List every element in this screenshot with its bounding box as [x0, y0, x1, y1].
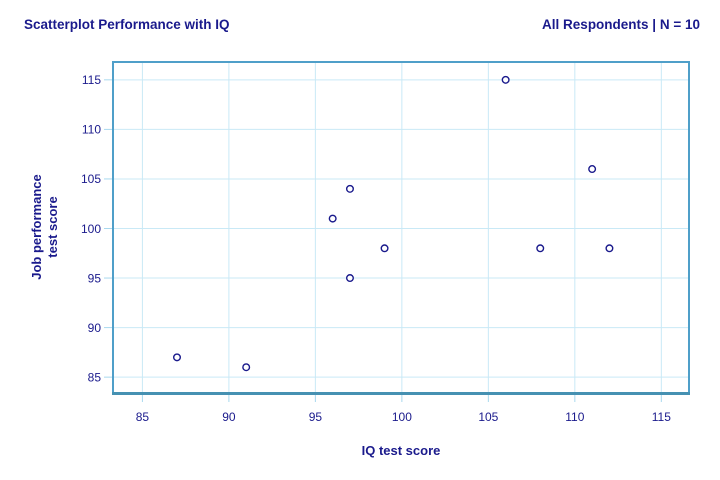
data-point [536, 244, 545, 253]
x-axis-label: IQ test score [361, 443, 441, 458]
data-point [380, 244, 389, 253]
data-point [345, 184, 354, 193]
data-point [588, 165, 597, 174]
y-axis-label: Job performance test score [29, 145, 61, 309]
x-tick-label: 95 [309, 410, 323, 424]
x-tick-label: 105 [478, 410, 498, 424]
y-axis-label-line1: Job performance [29, 174, 44, 280]
y-tick-label: 105 [81, 172, 101, 186]
x-tick-label: 110 [565, 410, 584, 424]
data-point [172, 353, 181, 362]
plot-frame [112, 61, 690, 394]
x-tick-label: 85 [136, 410, 150, 424]
x-tick-label: 115 [652, 410, 671, 424]
data-point [345, 274, 354, 283]
data-point [605, 244, 614, 253]
data-point [328, 214, 337, 223]
y-tick-label: 85 [88, 370, 102, 384]
chart-annotation: All Respondents | N = 10 [542, 17, 700, 32]
y-tick-label: 115 [82, 73, 101, 87]
chart-title: Scatterplot Performance with IQ [24, 17, 230, 32]
y-tick-label: 90 [88, 321, 102, 335]
y-tick-label: 95 [88, 271, 102, 285]
y-tick-label: 100 [81, 222, 101, 236]
data-point [501, 75, 510, 84]
y-tick-label: 110 [82, 123, 101, 137]
data-point [242, 363, 251, 372]
x-tick-label: 90 [222, 410, 236, 424]
y-axis-label-line2: test score [45, 196, 60, 258]
x-tick-label: 100 [392, 410, 412, 424]
